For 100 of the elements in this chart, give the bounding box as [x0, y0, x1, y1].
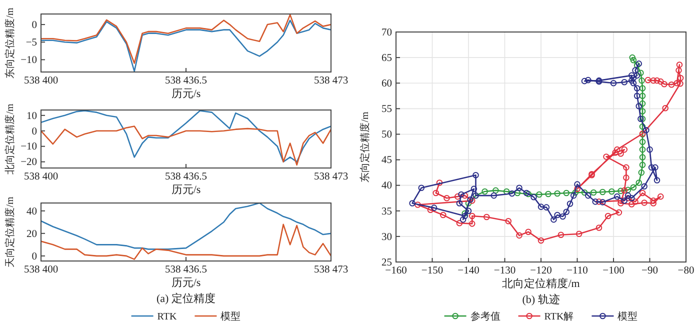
y-tick-label: −10 — [20, 55, 37, 66]
point — [563, 190, 570, 196]
point — [612, 149, 618, 156]
point — [590, 189, 597, 196]
y-tick-label: 60 — [382, 78, 392, 90]
point — [543, 204, 550, 210]
point — [603, 154, 610, 160]
point — [616, 209, 622, 216]
legend-label: 模型 — [618, 310, 638, 322]
point — [623, 164, 630, 171]
point — [623, 174, 630, 181]
x-tick-label: 538 400 — [24, 264, 58, 276]
point — [465, 208, 472, 214]
x-tick-label: −120 — [530, 265, 552, 276]
point — [639, 154, 646, 160]
point — [596, 198, 602, 205]
point — [628, 201, 635, 208]
point — [599, 188, 606, 196]
y-axis-title: 天向定位精度/m — [4, 196, 16, 268]
point — [554, 212, 560, 218]
line-series — [41, 14, 331, 64]
line-series — [41, 110, 331, 162]
point — [618, 188, 624, 194]
point — [574, 181, 580, 188]
point — [621, 78, 628, 86]
point — [592, 198, 599, 205]
point — [608, 188, 615, 195]
point — [628, 72, 635, 79]
point — [677, 74, 684, 82]
point — [662, 105, 668, 112]
point — [432, 190, 440, 196]
y-tick-label: 0 — [32, 20, 37, 31]
point — [614, 193, 620, 200]
point — [440, 212, 446, 218]
point — [566, 200, 574, 207]
point — [470, 186, 478, 192]
point — [492, 187, 499, 194]
x-axis-title: 历元/s — [171, 184, 201, 196]
x-axis-title: 历元/s — [171, 277, 201, 289]
point — [570, 192, 577, 199]
y-tick-label: 45 — [382, 155, 392, 166]
point — [638, 70, 644, 76]
point — [624, 192, 632, 199]
point — [558, 232, 564, 238]
point — [545, 190, 552, 198]
point — [454, 193, 461, 200]
x-tick-label: −110 — [566, 265, 588, 276]
point — [418, 184, 425, 192]
point — [554, 190, 560, 197]
point — [639, 100, 646, 107]
point — [581, 78, 588, 84]
x-tick-label: 538 473 — [314, 264, 348, 276]
point — [530, 194, 537, 200]
point — [536, 191, 542, 198]
point — [525, 228, 532, 235]
point — [472, 172, 479, 178]
point — [604, 212, 612, 220]
x-tick-label: 538 436.5 — [165, 171, 207, 182]
point — [628, 77, 635, 84]
point — [639, 108, 646, 114]
legend-label: 参考值 — [470, 310, 500, 322]
point — [646, 146, 653, 153]
point — [636, 180, 642, 186]
point — [657, 193, 664, 200]
text: (a) 定位精度 — [156, 292, 216, 305]
point — [465, 200, 472, 206]
point — [630, 56, 637, 64]
y-tick-label: 55 — [382, 104, 392, 116]
point — [621, 198, 628, 204]
point — [641, 183, 648, 190]
x-tick-label: −100 — [602, 265, 624, 276]
point — [648, 164, 655, 171]
point — [639, 92, 646, 100]
y-tick-label: 40 — [382, 180, 392, 192]
point — [654, 77, 660, 84]
point — [638, 77, 645, 84]
line-series — [41, 203, 331, 250]
point — [503, 188, 510, 195]
point — [462, 212, 468, 220]
point — [668, 82, 675, 88]
y-tick-label: −10 — [20, 142, 37, 153]
x-tick-label: 538 400 — [24, 75, 58, 86]
point — [624, 186, 632, 194]
line-series — [41, 20, 331, 72]
x-tick-label: −130 — [494, 265, 516, 276]
y-tick-label: 0 — [32, 251, 37, 262]
point — [538, 204, 544, 210]
point — [581, 189, 588, 196]
x-tick-label: 538 473 — [314, 171, 348, 182]
point — [563, 208, 570, 216]
point — [456, 220, 463, 226]
y-axis-title: 东向定位精度/m — [359, 112, 371, 182]
point — [636, 102, 642, 110]
point — [676, 62, 683, 68]
point — [468, 220, 476, 227]
x-tick-label: 538 436.5 — [165, 264, 207, 276]
point — [618, 150, 624, 157]
point — [628, 194, 635, 202]
point — [652, 164, 658, 171]
y-tick-label: 35 — [382, 206, 392, 218]
